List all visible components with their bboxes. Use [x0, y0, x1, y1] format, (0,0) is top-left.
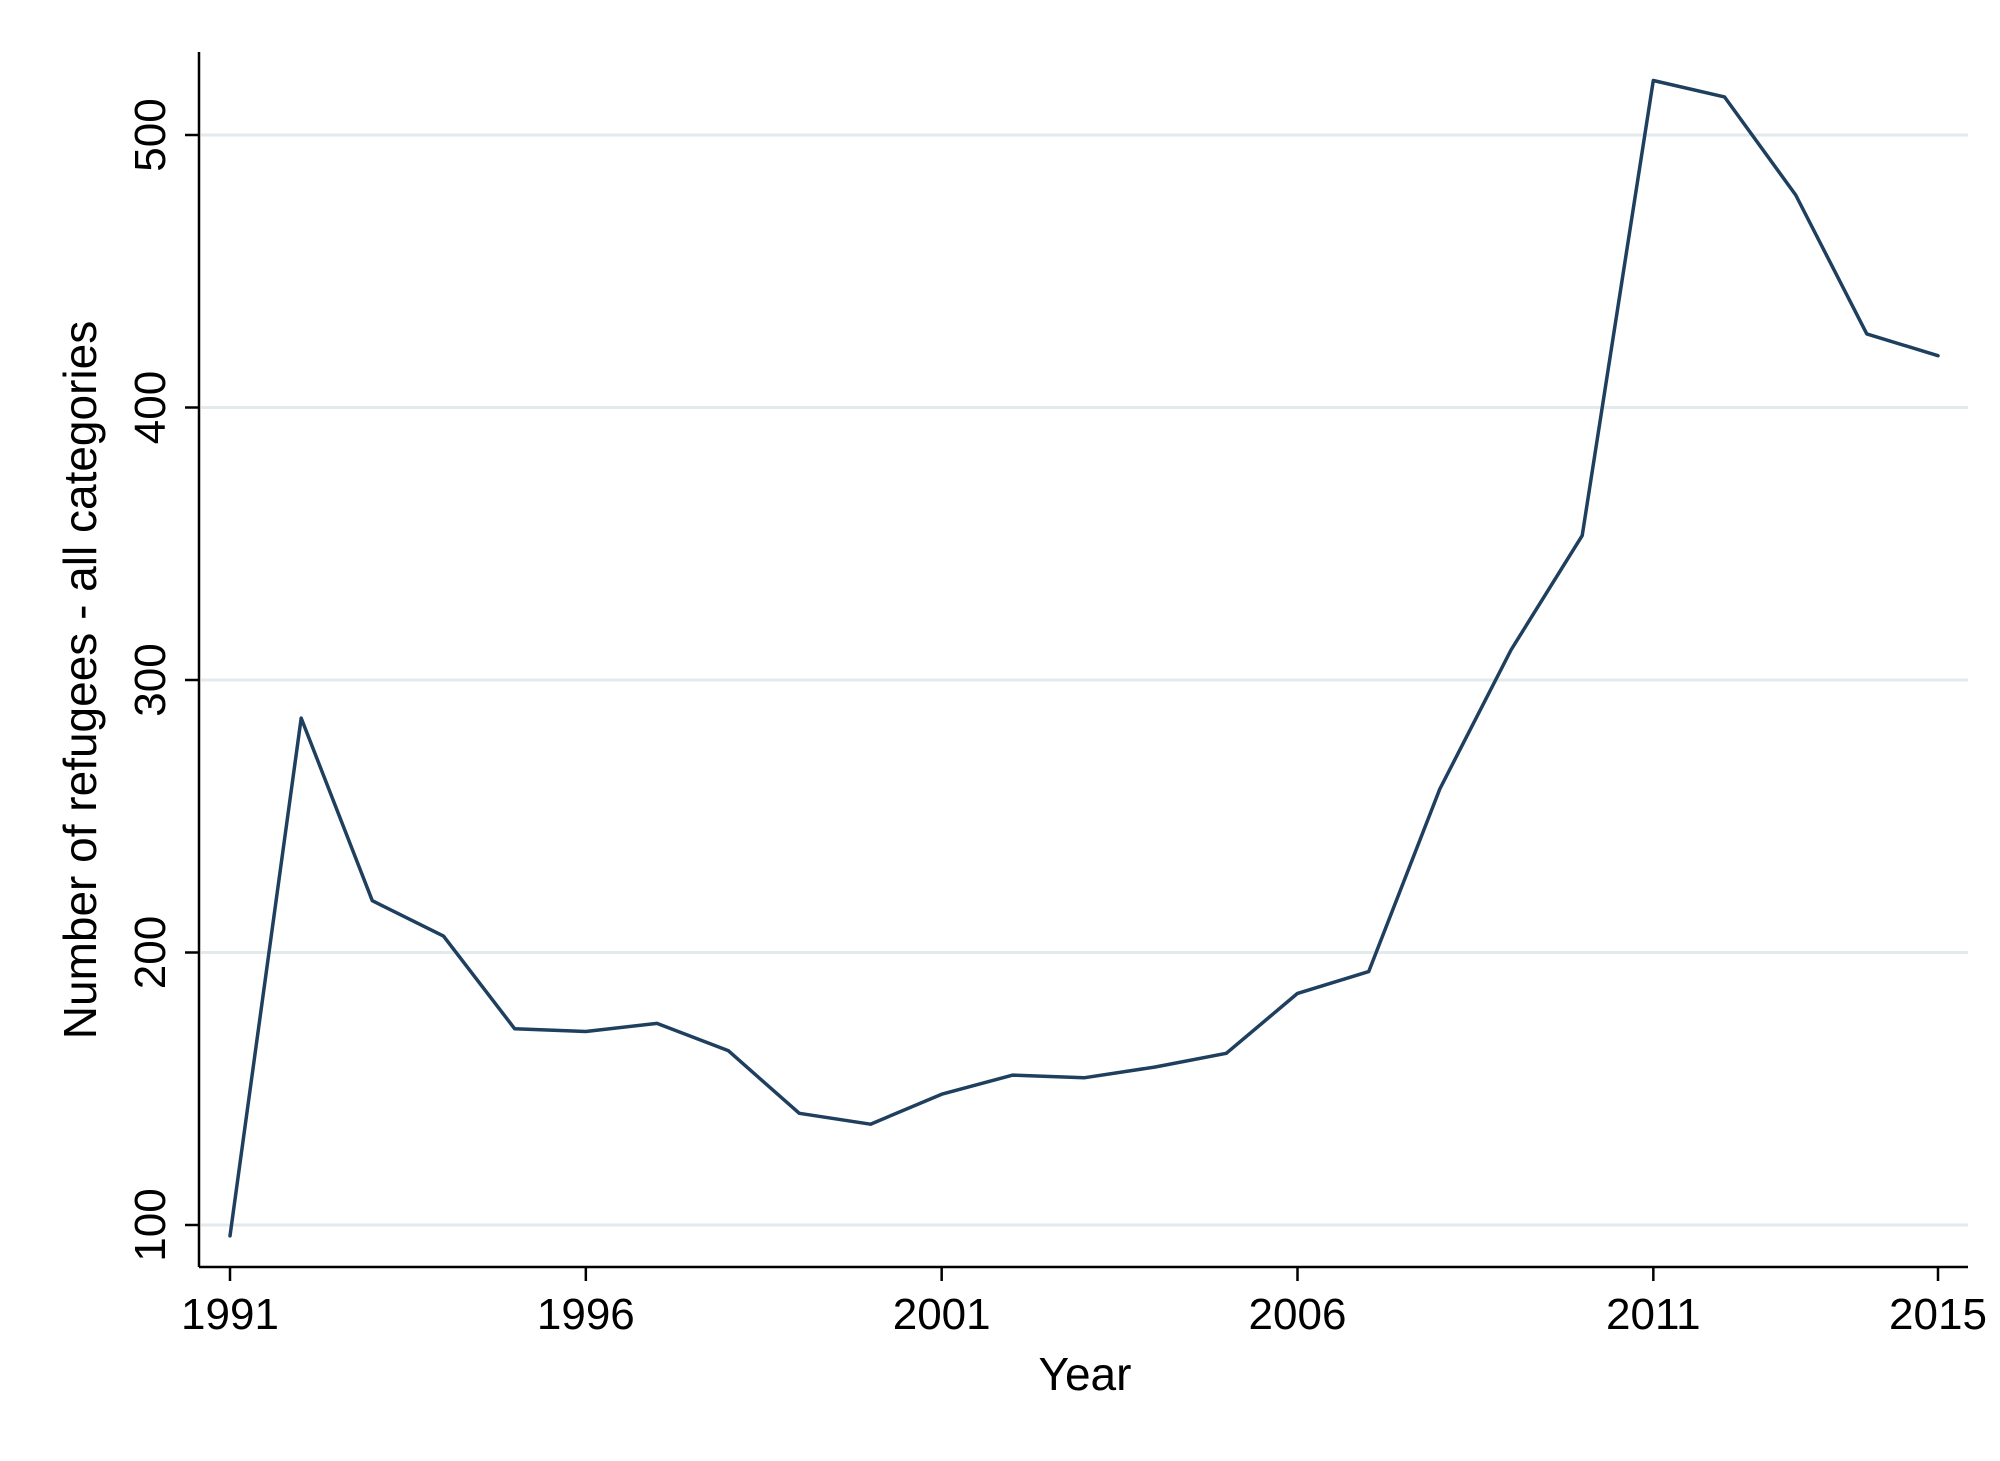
y-tick-label: 400 — [126, 371, 175, 444]
y-tick-label: 200 — [126, 916, 175, 989]
gridlines — [201, 135, 1968, 1225]
x-tick-label: 1991 — [181, 1290, 279, 1339]
x-tick-label: 2001 — [893, 1290, 991, 1339]
x-ticks: 1991 1996 2001 2006 2011 2015 — [181, 1267, 1987, 1339]
y-tick-label: 300 — [126, 643, 175, 716]
x-tick-label: 2006 — [1249, 1290, 1347, 1339]
x-axis-title: Year — [1039, 1348, 1132, 1400]
y-tick-label: 500 — [126, 98, 175, 171]
y-tick-label: 100 — [126, 1188, 175, 1261]
axes — [199, 52, 1968, 1267]
y-axis-title: Number of refugees - all categories — [54, 321, 106, 1039]
x-tick-label: 2011 — [1606, 1290, 1701, 1339]
x-tick-label: 1996 — [537, 1290, 635, 1339]
x-tick-label: 2015 — [1889, 1290, 1987, 1339]
series-line — [230, 81, 1938, 1236]
y-ticks: 100 200 300 400 500 — [126, 98, 199, 1261]
series — [230, 80, 1938, 1235]
